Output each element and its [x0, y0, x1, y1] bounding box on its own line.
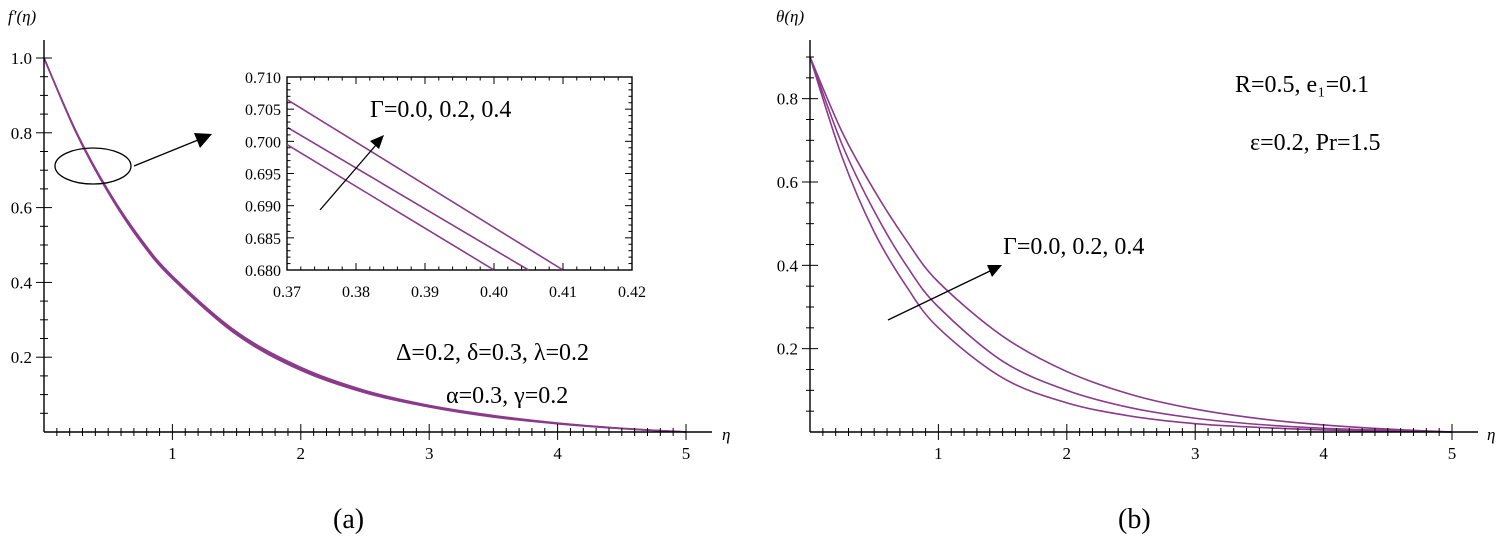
panel-b-annotation-2: ε=0.2, Pr=1.5 [1250, 130, 1381, 156]
panel-a-curves [43, 57, 687, 433]
panel-a-annotation-1: Δ=0.2, δ=0.3, λ=0.2 [396, 340, 589, 366]
panel-a-x-tick-label: 2 [297, 444, 306, 463]
panel-b-parameter-arrowhead [987, 265, 1002, 277]
panel-a-ylabel: f′(η) [8, 7, 37, 26]
inset-x-tick-label: 0.39 [411, 284, 439, 301]
inset-curve-gamma-0 [286, 143, 495, 271]
zoom-arrowhead [194, 133, 212, 148]
panel-b-x-tick-label: 1 [934, 444, 943, 463]
inset-y-tick-label: 0.710 [245, 70, 281, 87]
panel-b-x-tick-label: 4 [1319, 444, 1328, 463]
inset-curve-gamma-0_2 [286, 126, 529, 271]
panel-a-x-tick-label: 1 [168, 444, 177, 463]
panel-a-y-tick-label: 1.0 [11, 49, 32, 68]
inset-x-tick-label: 0.41 [549, 284, 577, 301]
panel-a-caption: (a) [333, 504, 364, 535]
zoom-ellipse [54, 147, 132, 185]
inset-parameter-arrow [319, 144, 377, 211]
inset-parameter-label: Γ=0.0, 0.2, 0.4 [370, 97, 511, 123]
panel-b: 1 2 3 4 5 0.2 0.4 0.6 0.8 θ(η) η R=0.5, e₁=0.1 ε… [776, 7, 1495, 535]
panel-a-y-tick-label: 0.6 [11, 199, 32, 218]
panel-b-caption: (b) [1118, 504, 1151, 535]
panel-a-curve-gamma-0_4 [43, 57, 687, 433]
panel-a-y-tick-label: 0.8 [11, 124, 32, 143]
inset-x-tick-label: 0.38 [342, 284, 370, 301]
panel-a-x-tick-label: 4 [553, 444, 562, 463]
panel-b-parameter-arrow [887, 270, 991, 321]
inset-chart: 0.37 0.38 0.39 0.40 0.41 0.42 0.680 0.685 0.690 0… [245, 70, 646, 301]
panel-a-x-tick-label: 3 [425, 444, 434, 463]
inset-y-tick-label: 0.705 [245, 102, 281, 119]
panel-b-ylabel: θ(η) [776, 7, 804, 26]
panel-b-xlabel: η [1487, 425, 1495, 444]
inset-curve-gamma-0_4 [286, 98, 564, 271]
panel-b-annotation-1: R=0.5, e₁=0.1 [1235, 72, 1369, 98]
panel-a-y-tick-label: 0.2 [11, 348, 32, 367]
inset-axes: 0.37 0.38 0.39 0.40 0.41 0.42 0.680 0.685 0.690 0… [245, 70, 646, 301]
inset-parameter-arrowhead [370, 135, 384, 149]
panel-b-x-tick-label: 3 [1191, 444, 1200, 463]
panel-a-annotation-2: α=0.3, γ=0.2 [446, 383, 568, 409]
panel-b-axes: 1 2 3 4 5 0.2 0.4 0.6 0.8 [777, 40, 1478, 463]
inset-y-tick-label: 0.685 [245, 231, 281, 248]
panel-a-xlabel: η [722, 425, 730, 444]
inset-y-tick-label: 0.700 [245, 134, 281, 151]
panel-b-x-tick-label: 5 [1448, 444, 1457, 463]
inset-y-tick-label: 0.695 [245, 167, 281, 184]
panel-a: 1 2 3 4 5 0.2 0.4 0.6 0.8 1.0 f′(η) η Δ=0.2, δ=0.… [8, 7, 730, 535]
panel-a-axes: 1 2 3 4 5 0.2 0.4 0.6 0.8 1.0 [11, 40, 712, 463]
panel-b-y-tick-label: 0.8 [777, 90, 798, 109]
zoom-arrow-shaft [133, 139, 199, 167]
inset-x-tick-label: 0.42 [618, 284, 646, 301]
panel-b-parameter-label: Γ=0.0, 0.2, 0.4 [1003, 234, 1144, 260]
inset-y-tick-label: 0.690 [245, 199, 281, 216]
panel-b-y-tick-label: 0.6 [777, 173, 798, 192]
panel-b-x-tick-label: 2 [1063, 444, 1072, 463]
inset-x-tick-label: 0.37 [273, 284, 301, 301]
panel-a-x-tick-label: 5 [682, 444, 691, 463]
panel-b-y-tick-label: 0.4 [777, 256, 799, 275]
panel-b-y-tick-label: 0.2 [777, 340, 798, 359]
inset-x-tick-label: 0.40 [480, 284, 508, 301]
panel-a-y-tick-label: 0.4 [11, 273, 33, 292]
inset-y-tick-label: 0.680 [245, 263, 281, 280]
